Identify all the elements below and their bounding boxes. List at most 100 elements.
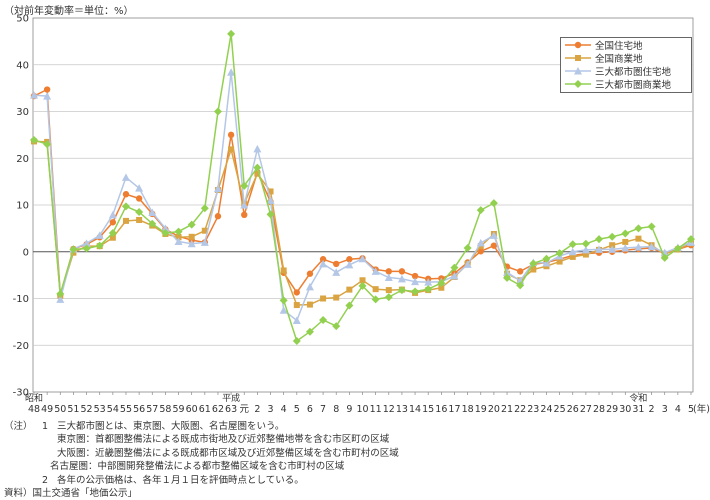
x-tick-label: 51	[67, 404, 79, 415]
data-point	[622, 238, 629, 245]
data-point	[345, 260, 354, 269]
x-tick-label: 50	[54, 404, 66, 415]
source-text: 国土交通省「地価公示」	[32, 488, 138, 500]
y-tick-label: 10	[16, 201, 29, 212]
note-tokyo: 東京圏：首都圏整備法による既成市街地及び近郊整備地帯を含む市区町の区域	[4, 433, 399, 446]
x-tick-label: 12	[383, 404, 395, 415]
x-tick-label: 15	[422, 404, 434, 415]
era-label: 平成	[222, 392, 240, 404]
x-tick-label: 19	[475, 404, 487, 415]
data-point	[253, 144, 262, 153]
data-point	[292, 337, 301, 346]
y-tick-label: -10	[13, 294, 29, 305]
data-point	[148, 219, 157, 228]
x-tick-label: 2	[649, 404, 655, 415]
data-point	[266, 210, 275, 219]
note-text: 大阪圏：近畿圏整備法による既成都市区域及び近郊整備区域を含む市町村の区域	[57, 447, 399, 459]
data-point	[450, 272, 459, 280]
legend-swatch-3	[565, 79, 591, 88]
data-point	[608, 245, 617, 253]
data-point	[213, 107, 222, 116]
data-point	[384, 293, 393, 302]
data-point	[503, 273, 512, 282]
data-point	[135, 208, 144, 217]
x-tick-label: 30	[619, 404, 631, 415]
data-point	[43, 140, 52, 149]
source-label: 資料）	[4, 488, 33, 500]
series-line	[33, 88, 692, 296]
data-point	[267, 188, 274, 195]
data-point	[30, 136, 38, 145]
note-nagoya: 名古屋圏：中部圏開発整備法による都市整備区域を含む市町村の区域	[4, 460, 399, 473]
data-point	[424, 278, 433, 286]
data-point	[476, 206, 485, 215]
x-tick-label: 22	[514, 404, 526, 415]
data-point	[293, 289, 300, 296]
data-point	[621, 229, 630, 238]
data-point	[82, 244, 91, 253]
data-point	[333, 260, 340, 268]
data-point	[332, 268, 341, 276]
data-point	[477, 248, 484, 255]
legend-label-0: 全国住宅地	[595, 40, 643, 52]
data-point	[372, 286, 379, 293]
x-tick-label: 53	[94, 404, 106, 415]
data-point	[279, 306, 288, 314]
data-point	[346, 256, 353, 263]
x-tick-label: 56	[133, 404, 145, 415]
data-point	[542, 254, 551, 263]
data-point	[109, 234, 116, 241]
data-point	[320, 295, 327, 302]
data-point	[490, 242, 498, 249]
data-point	[319, 256, 327, 263]
data-point	[489, 231, 498, 239]
data-point	[687, 235, 695, 244]
x-tick-label: 29	[606, 404, 618, 415]
legend-item-0: 全国住宅地	[561, 38, 691, 52]
data-point	[371, 267, 380, 275]
note-text: 東京圏：首都圏整備法による既成市街地及び近郊整備地帯を含む市区町の区域	[57, 434, 390, 446]
data-point	[227, 68, 236, 76]
data-point	[463, 244, 472, 253]
x-tick-label: 28	[593, 404, 605, 415]
data-point	[201, 227, 208, 234]
x-tick-label: 60	[186, 404, 198, 415]
x-tick-label: 48	[28, 404, 40, 415]
x-tick-label: 元	[239, 404, 249, 415]
source: 資料）国土交通省「地価公示」	[4, 487, 399, 500]
x-tick-label: 49	[41, 404, 53, 415]
x-tick-label: 4	[281, 404, 287, 415]
data-point	[292, 316, 301, 324]
data-point	[582, 251, 589, 258]
data-point	[122, 217, 129, 224]
data-point	[529, 259, 538, 268]
era-label: 令和	[629, 392, 647, 404]
x-tick-label: 3	[662, 404, 668, 415]
data-point	[333, 294, 340, 301]
data-point	[569, 253, 576, 260]
note-osaka: 大阪圏：近畿圏整備法による既成都市区域及び近郊整備区域を含む市町村の区域	[4, 447, 399, 460]
y-tick-label: 50	[16, 14, 29, 25]
x-tick-label: 18	[462, 404, 474, 415]
y-tick-label: 30	[16, 107, 29, 118]
x-tick-label: 27	[580, 404, 592, 415]
note-text: 名古屋圏：中部圏開発整備法による都市整備区域を含む市町村の区域	[50, 461, 345, 473]
data-point	[608, 232, 617, 241]
data-point	[371, 295, 380, 304]
data-point	[306, 270, 314, 277]
data-point	[358, 254, 367, 263]
x-tick-label: 62	[212, 404, 224, 415]
x-tick-label: 9	[346, 404, 352, 415]
data-point	[306, 301, 313, 308]
x-tick-label: 5	[688, 404, 694, 415]
data-point	[635, 235, 642, 242]
data-point	[228, 146, 235, 153]
x-tick-label: 7	[320, 404, 326, 415]
data-point	[568, 247, 577, 256]
x-tick-label: 16	[435, 404, 447, 415]
data-point	[69, 245, 78, 254]
data-point	[581, 245, 590, 254]
y-axis-ticks: -30 -20 -10 0 10 20 30 40 50	[13, 14, 29, 399]
data-point	[384, 273, 393, 281]
note-number: 1	[42, 421, 49, 432]
